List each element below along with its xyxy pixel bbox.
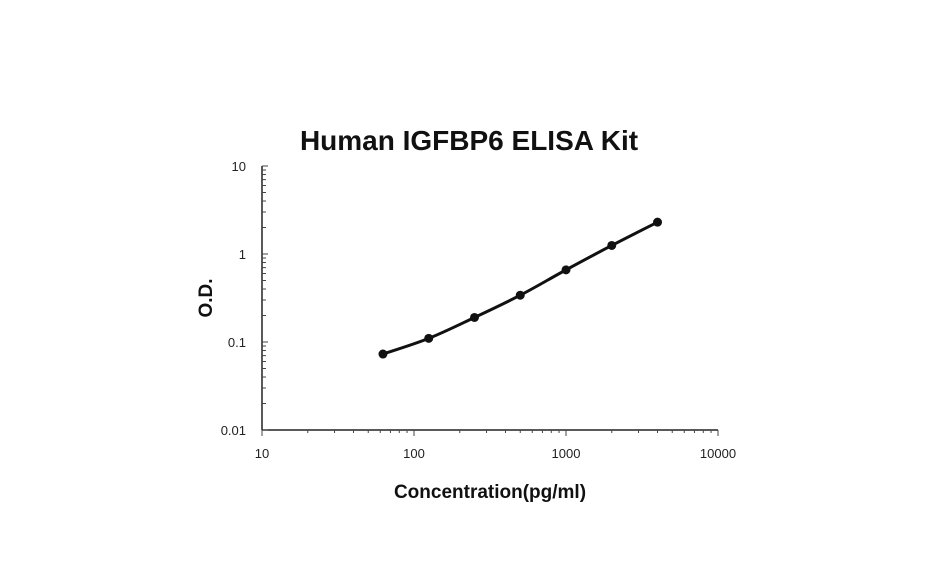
x-tick-label: 10 — [255, 446, 269, 461]
series — [378, 217, 663, 359]
ticks — [261, 165, 719, 436]
y-tick-label: 0.1 — [228, 335, 246, 350]
standard-curve-line — [382, 220, 659, 356]
x-tick-label: 100 — [403, 446, 425, 461]
y-tick-label: 1 — [239, 247, 246, 262]
x-tick-label: 10000 — [700, 446, 736, 461]
data-point — [561, 265, 571, 275]
y-tick-label: 10 — [232, 159, 246, 174]
data-point — [424, 333, 434, 343]
y-tick-label: 0.01 — [221, 423, 246, 438]
data-point — [607, 240, 617, 250]
chart-title: Human IGFBP6 ELISA Kit — [300, 125, 638, 156]
data-point — [653, 217, 663, 227]
data-point — [378, 349, 388, 359]
axes — [261, 166, 718, 431]
x-tick-label: 1000 — [552, 446, 581, 461]
data-point — [469, 312, 479, 322]
data-point — [515, 290, 525, 300]
x-axis-label: Concentration(pg/ml) — [394, 482, 586, 503]
y-axis-label: O.D. — [196, 278, 217, 317]
tick-labels: 10 100 1000 10000 10 1 0.1 0.01 — [221, 159, 736, 461]
